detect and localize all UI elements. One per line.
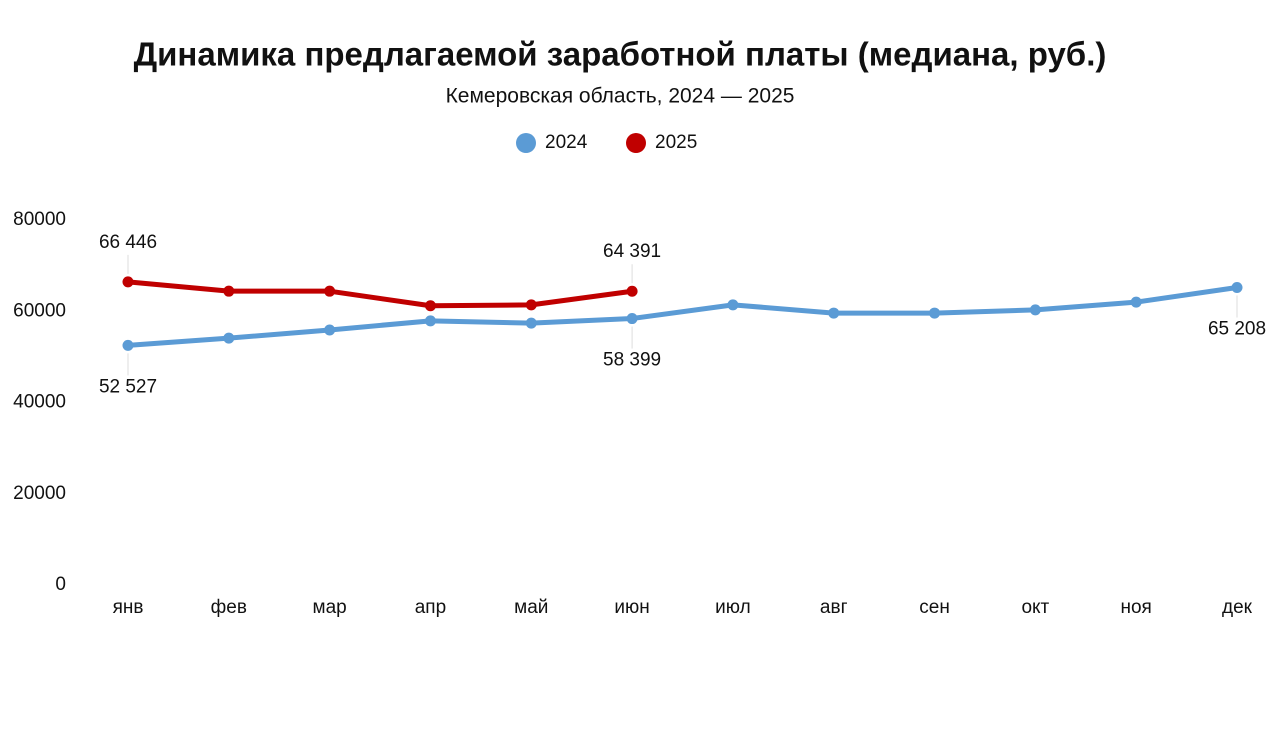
point (424, 300, 436, 312)
series-line (127, 285, 1238, 348)
point (626, 285, 638, 297)
x-tick-label: фев (211, 597, 247, 618)
legend-marker (516, 133, 536, 153)
data-label: 52 527 (99, 376, 157, 397)
point (424, 315, 436, 327)
y-tick-label: 80000 (13, 209, 66, 230)
point (223, 285, 235, 297)
y-tick-label: 0 (55, 574, 66, 595)
data-label: 58 399 (603, 350, 661, 371)
x-tick-label: ноя (1121, 597, 1152, 618)
x-tick-label: авг (820, 597, 848, 618)
point (1029, 304, 1041, 316)
data-label: 66 446 (99, 232, 157, 253)
series-line (127, 279, 633, 309)
x-tick-label: июл (715, 597, 751, 618)
point (525, 299, 537, 311)
point (828, 307, 840, 319)
point (324, 324, 336, 336)
data-label: 64 391 (603, 241, 661, 262)
point (122, 276, 134, 288)
data-label: 65 208 (1208, 319, 1266, 340)
legend-marker (626, 133, 646, 153)
x-tick-label: мар (313, 597, 347, 618)
x-tick-label: янв (113, 597, 144, 618)
point (929, 307, 941, 319)
point (525, 317, 537, 329)
chart-title: Динамика предлагаемой заработной платы (… (134, 36, 1107, 73)
point (626, 313, 638, 325)
y-tick-label: 60000 (13, 300, 66, 321)
x-tick-label: сен (919, 597, 950, 618)
x-tick-label: окт (1021, 597, 1049, 618)
point (223, 332, 235, 344)
chart-subtitle: Кемеровская область, 2024 — 2025 (446, 85, 795, 108)
point (1231, 281, 1243, 293)
point (324, 285, 336, 297)
x-tick-label: дек (1222, 597, 1253, 618)
point (1130, 296, 1142, 308)
y-tick-label: 40000 (13, 392, 66, 413)
y-tick-label: 20000 (13, 483, 66, 504)
legend-label: 2025 (655, 132, 697, 153)
x-tick-label: май (514, 597, 548, 618)
point (122, 339, 134, 351)
point (727, 299, 739, 311)
legend-label: 2024 (545, 132, 588, 153)
x-tick-label: апр (415, 597, 446, 618)
x-tick-label: июн (614, 597, 649, 618)
